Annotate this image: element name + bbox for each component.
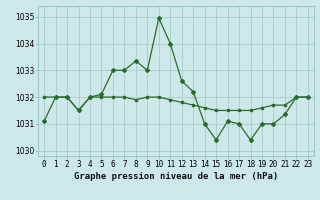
X-axis label: Graphe pression niveau de la mer (hPa): Graphe pression niveau de la mer (hPa) bbox=[74, 172, 278, 181]
